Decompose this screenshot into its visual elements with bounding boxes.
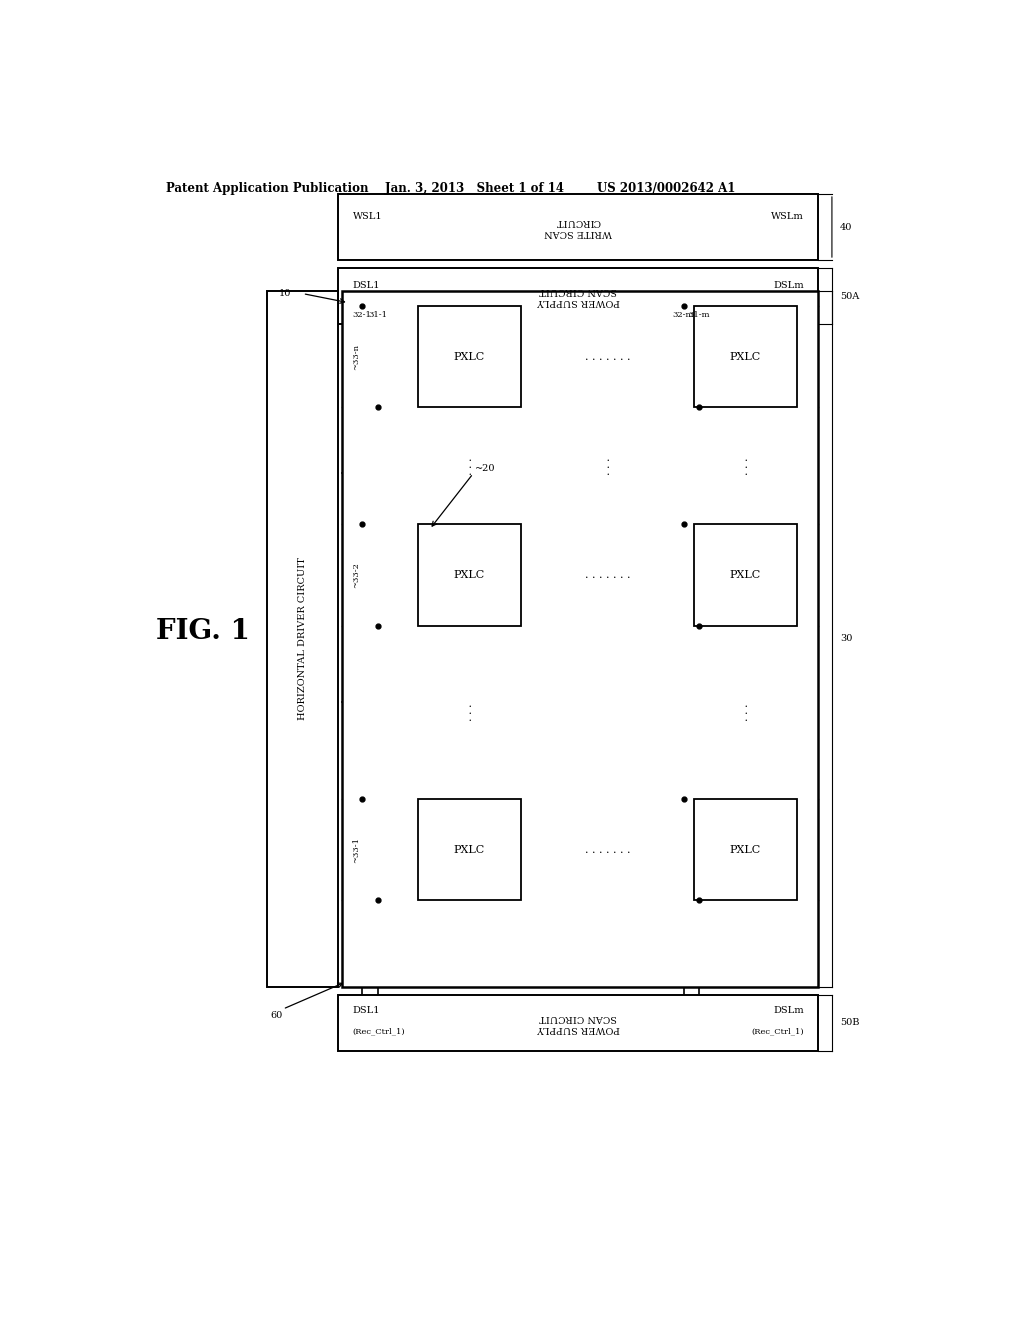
Text: WSL1: WSL1 — [352, 213, 382, 222]
Text: PXLC: PXLC — [730, 570, 761, 579]
Text: PXLC: PXLC — [730, 351, 761, 362]
Bar — [694, 524, 797, 626]
Text: 50B: 50B — [840, 1018, 859, 1027]
Text: 32-m: 32-m — [673, 312, 694, 319]
Text: PXLC: PXLC — [454, 351, 485, 362]
Bar — [418, 524, 521, 626]
Text: (Rec_Ctrl_1): (Rec_Ctrl_1) — [752, 1027, 804, 1035]
Text: DSL1: DSL1 — [352, 281, 380, 290]
Bar — [338, 268, 818, 325]
Bar — [267, 290, 338, 987]
Text: ~33-n: ~33-n — [352, 343, 360, 370]
Text: . . .: . . . — [740, 704, 751, 721]
Text: WRITE SCAN
CIRCUIT: WRITE SCAN CIRCUIT — [545, 218, 612, 236]
Text: . . .: . . . — [602, 457, 612, 475]
Text: DSLm: DSLm — [773, 1006, 804, 1015]
Text: 30: 30 — [840, 634, 852, 643]
Text: PXLC: PXLC — [454, 570, 485, 579]
Text: . . . . . . .: . . . . . . . — [585, 570, 630, 579]
Text: . . . . . . .: . . . . . . . — [585, 351, 630, 362]
Bar — [694, 306, 797, 408]
Text: WSLm: WSLm — [771, 213, 804, 222]
Bar — [338, 995, 818, 1051]
Text: ~20: ~20 — [475, 463, 496, 473]
Text: ~33-2: ~33-2 — [352, 562, 360, 589]
Text: FIG. 1: FIG. 1 — [157, 618, 250, 644]
Text: . . .: . . . — [464, 704, 474, 721]
Text: . . . . . . .: . . . . . . . — [585, 845, 630, 854]
Text: PXLC: PXLC — [454, 845, 485, 854]
Text: DSL1: DSL1 — [352, 1006, 380, 1015]
Text: POWER SUPPLY
SCAN CIRCUIT: POWER SUPPLY SCAN CIRCUIT — [537, 286, 620, 306]
Text: 60: 60 — [270, 1011, 283, 1020]
Text: HORIZONTAL DRIVER CIRCUIT: HORIZONTAL DRIVER CIRCUIT — [298, 557, 307, 721]
Text: 31-m: 31-m — [689, 312, 710, 319]
Bar — [418, 799, 521, 900]
Text: 31-1: 31-1 — [369, 312, 387, 319]
Bar — [342, 290, 818, 987]
Text: . . .: . . . — [464, 457, 474, 475]
Text: 32-1: 32-1 — [352, 312, 372, 319]
Bar — [338, 194, 818, 260]
Text: 40: 40 — [840, 223, 852, 231]
Text: Patent Application Publication    Jan. 3, 2013   Sheet 1 of 14        US 2013/00: Patent Application Publication Jan. 3, 2… — [166, 182, 735, 195]
Text: 50A: 50A — [840, 292, 859, 301]
Text: ~33-1: ~33-1 — [352, 837, 360, 862]
Bar — [418, 306, 521, 408]
Text: . . .: . . . — [740, 457, 751, 475]
Text: PXLC: PXLC — [730, 845, 761, 854]
Text: 10: 10 — [279, 289, 291, 298]
Bar — [694, 799, 797, 900]
Text: (Rec_Ctrl_1): (Rec_Ctrl_1) — [352, 1027, 406, 1035]
Text: DSLm: DSLm — [773, 281, 804, 290]
Text: POWER SUPPLY
SCAN CIRCUIT: POWER SUPPLY SCAN CIRCUIT — [537, 1014, 620, 1032]
